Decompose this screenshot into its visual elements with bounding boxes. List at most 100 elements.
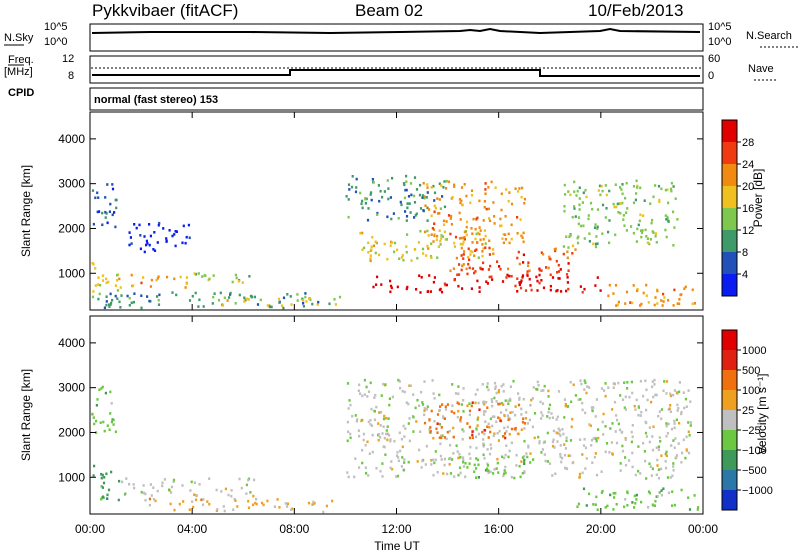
velocity-cell	[457, 409, 460, 413]
velocity-cell	[476, 424, 479, 427]
power-cell	[573, 207, 576, 210]
velocity-cell	[365, 471, 368, 475]
velocity-cell	[612, 508, 615, 511]
power-cell	[217, 298, 221, 302]
power-cell	[439, 243, 442, 246]
velocity-cell	[419, 430, 422, 433]
velocity-cell	[497, 416, 500, 419]
power-cell	[426, 219, 429, 222]
power-cell	[409, 182, 413, 185]
velocity-cell	[367, 390, 371, 393]
velocity-cell	[490, 447, 493, 450]
power-cell	[521, 236, 524, 239]
power-cell	[563, 205, 566, 208]
power-blob-8	[345, 174, 448, 222]
velocity-cell	[673, 503, 676, 507]
power-cell	[106, 221, 109, 225]
power-cell	[367, 241, 370, 245]
velocity-cell	[503, 426, 506, 430]
velocity-cell	[156, 489, 159, 493]
power-cell	[608, 241, 611, 245]
velocity-cell	[433, 419, 436, 423]
velocity-cell	[626, 491, 629, 495]
velocity-cell	[492, 434, 495, 438]
velocity-colorbar-label: 25	[742, 405, 754, 417]
velocity-cell	[114, 430, 117, 434]
velocity-cell	[468, 452, 471, 456]
velocity-cell	[483, 457, 486, 460]
time-tick-label: 20:00	[586, 522, 616, 536]
power-blob-6	[128, 221, 191, 254]
power-cell	[491, 278, 494, 281]
velocity-cell	[495, 467, 498, 470]
velocity-cell	[468, 402, 471, 405]
velocity-cell	[676, 403, 679, 407]
power-cell	[484, 234, 487, 238]
velocity-cell	[477, 463, 480, 467]
power-cell	[364, 202, 367, 205]
power-cell	[231, 280, 234, 284]
velocity-data	[91, 378, 700, 514]
velocity-cell	[486, 462, 489, 466]
power-blob-3	[97, 291, 331, 310]
velocity-cell	[505, 430, 508, 433]
velocity-cell	[475, 435, 478, 439]
power-cell	[413, 201, 417, 204]
velocity-cell	[493, 396, 496, 400]
velocity-cell	[628, 459, 631, 462]
velocity-cell	[541, 448, 544, 451]
velocity-cell	[379, 469, 382, 473]
velocity-cell	[674, 437, 677, 440]
power-cell	[241, 281, 244, 284]
power-cell	[462, 236, 465, 240]
power-cell	[436, 256, 439, 259]
power-cell	[433, 199, 436, 202]
power-cell	[119, 306, 122, 309]
velocity-cell	[482, 413, 486, 416]
velocity-cell	[462, 410, 465, 413]
power-cell	[608, 189, 611, 193]
power-cell	[120, 294, 123, 297]
power-cell	[614, 183, 617, 186]
power-cell	[587, 217, 590, 221]
velocity-cell	[110, 402, 113, 405]
velocity-cell	[615, 503, 618, 506]
velocity-cell	[91, 413, 94, 416]
power-cell	[453, 278, 456, 282]
velocity-cell	[532, 386, 535, 389]
power-cell	[538, 268, 541, 272]
velocity-cell	[230, 494, 233, 498]
power-cell	[462, 263, 465, 266]
velocity-cell	[100, 476, 103, 480]
power-cell	[648, 242, 651, 246]
power-cell	[578, 203, 581, 207]
velocity-cell	[523, 460, 526, 464]
velocity-cell	[132, 483, 135, 486]
power-cell	[191, 294, 194, 298]
velocity-cell	[671, 504, 674, 507]
velocity-cell	[696, 508, 699, 511]
power-cell	[208, 277, 211, 281]
velocity-cell	[173, 508, 176, 512]
velocity-cell	[514, 426, 517, 430]
velocity-cell	[567, 454, 570, 457]
velocity-cell	[112, 423, 115, 426]
velocity-cell	[373, 418, 377, 422]
velocity-cell	[346, 382, 350, 385]
velocity-cell	[404, 427, 407, 430]
velocity-cell	[497, 471, 500, 474]
velocity-cell	[355, 420, 358, 423]
power-cell	[667, 219, 670, 223]
power-cell	[238, 293, 241, 297]
power-cell	[514, 187, 517, 190]
velocity-cell	[588, 492, 591, 496]
power-cell	[428, 208, 431, 211]
velocity-cell	[653, 504, 656, 507]
power-cell	[455, 256, 458, 260]
power-cell	[567, 269, 570, 272]
velocity-cell	[491, 400, 494, 404]
power-cell	[488, 253, 491, 256]
velocity-cell	[222, 505, 225, 508]
power-cell	[277, 297, 281, 301]
power-cell	[490, 275, 493, 279]
